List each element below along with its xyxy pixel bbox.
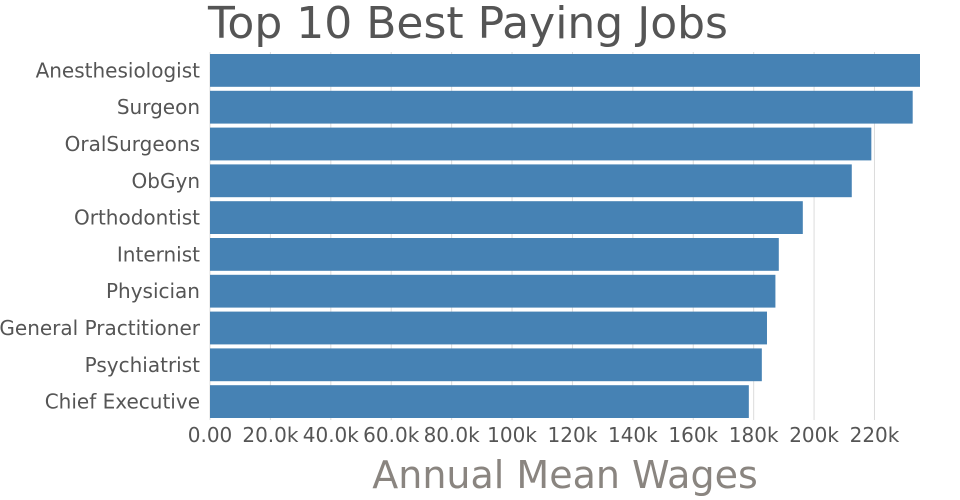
category-label: Internist	[117, 242, 200, 266]
category-label: ObGyn	[132, 169, 200, 193]
x-tick-label: 100k	[487, 423, 537, 447]
bar	[210, 90, 913, 124]
x-tick-label: 220k	[850, 423, 900, 447]
category-label: Psychiatrist	[85, 353, 200, 377]
chart-title: Top 10 Best Paying Jobs	[207, 0, 728, 49]
x-tick-label: 140k	[608, 423, 658, 447]
bar	[210, 238, 779, 271]
bar	[210, 385, 749, 418]
category-label: Anesthesiologist	[36, 58, 201, 82]
x-tick-label: 80.0k	[424, 423, 481, 447]
bar	[210, 54, 920, 87]
bar	[210, 201, 803, 234]
x-tick-label: 20.0k	[242, 423, 299, 447]
x-tick-label: 120k	[548, 423, 598, 447]
x-tick-label: 60.0k	[363, 423, 420, 447]
category-labels: Anesthesiologist Surgeon OralSurgeons ObGyn…	[0, 58, 201, 413]
category-label: Surgeon	[117, 95, 200, 119]
x-axis-title: Annual Mean Wages	[372, 453, 758, 497]
category-label: Physician	[106, 279, 200, 303]
bar	[210, 348, 762, 382]
x-tick-label: 160k	[668, 423, 718, 447]
x-tick-label: 200k	[789, 423, 839, 447]
x-tick-label: 180k	[729, 423, 779, 447]
bar	[210, 274, 776, 308]
x-tick-labels: 0.00 20.0k 40.0k 60.0k 80.0k 100k 120k 140k 160k…	[188, 423, 900, 447]
category-label: Chief Executive	[45, 390, 200, 414]
x-tick-label: 0.00	[188, 423, 233, 447]
bars	[210, 54, 920, 418]
bar	[210, 127, 872, 161]
bar	[210, 311, 767, 345]
category-label: Orthodontist	[74, 206, 200, 230]
category-label: General Practitioner	[0, 316, 201, 340]
category-label: OralSurgeons	[65, 132, 200, 156]
bar	[210, 164, 852, 198]
x-tick-label: 40.0k	[303, 423, 360, 447]
